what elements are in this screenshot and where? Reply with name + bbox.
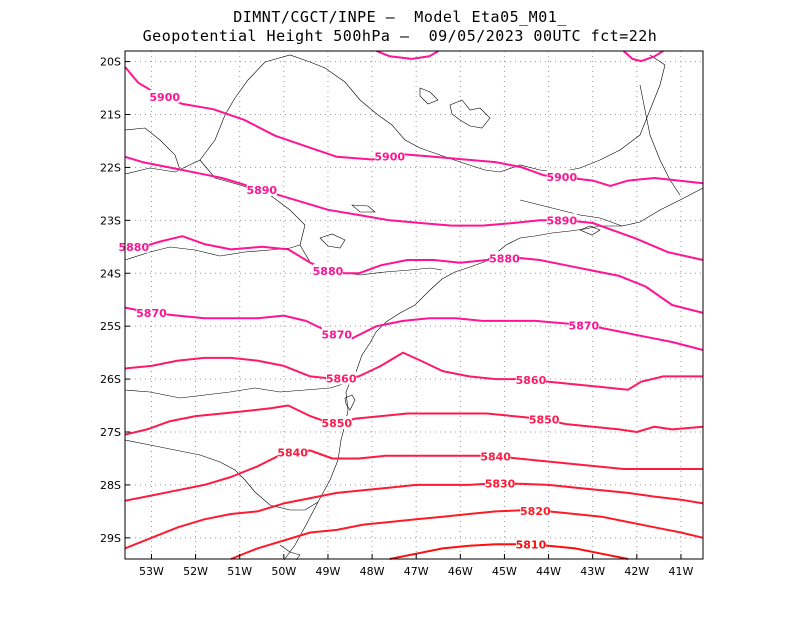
contour-label-bg <box>546 170 577 184</box>
contour-5830 <box>124 482 704 550</box>
lon-tick-label: 50W <box>271 565 296 578</box>
contour-label-bg <box>485 476 516 490</box>
state-border-mg-es <box>639 84 681 196</box>
lat-tick-label: 26S <box>100 373 121 386</box>
contour-label-bg <box>515 372 546 386</box>
reservoir-4 <box>351 204 376 213</box>
lat-tick-label: 22S <box>100 161 121 174</box>
contour-label-bg <box>277 445 308 459</box>
lon-tick-label: 53W <box>139 565 164 578</box>
contour-label-bg <box>520 503 551 517</box>
latitude-axis: 20S 21S 22S 23S 24S 25S 26S 27S 28S 29S <box>100 56 130 545</box>
contour-label-bg <box>136 305 167 319</box>
lon-tick-label: 42W <box>624 565 649 578</box>
contour-label-5870: 5870 <box>136 307 167 320</box>
coastline-borders <box>124 54 704 561</box>
contour-label-5840: 5840 <box>277 446 308 459</box>
map-frame <box>124 50 704 560</box>
lagoon-coast <box>344 394 356 411</box>
contour-labels: 5900 5900 5900 5890 5890 5880 5880 5880 5870 5870… <box>118 89 600 552</box>
contour-label-5820: 5820 <box>520 505 551 518</box>
lon-tick-label: 44W <box>536 565 561 578</box>
lon-tick-label: 51W <box>227 565 252 578</box>
contour-label-bg <box>321 327 352 341</box>
contour-label-bg <box>312 264 343 278</box>
contour-5890 <box>124 155 704 261</box>
contour-lines <box>124 50 704 560</box>
state-border-pr-sp <box>199 159 443 276</box>
lat-tick-label: 23S <box>100 214 121 227</box>
state-border-sp-mg <box>124 54 666 175</box>
lat-tick-label: 28S <box>100 479 121 492</box>
contour-label-5840: 5840 <box>480 450 511 463</box>
lon-tick-label: 46W <box>448 565 473 578</box>
reservoir-3 <box>319 233 346 249</box>
contour-5880 <box>125 235 704 314</box>
contour-label-bg <box>118 239 149 253</box>
contour-label-5870: 5870 <box>321 329 352 342</box>
contour-label-bg <box>568 318 599 332</box>
contour-label-5860: 5860 <box>516 374 547 387</box>
state-border-sc-rs <box>124 439 319 511</box>
lat-tick-label: 21S <box>100 109 121 122</box>
chart-title-line2: Geopotential Height 500hPa – 09/05/2023 … <box>142 27 658 45</box>
state-border-pr-sc <box>124 381 351 399</box>
coastline <box>283 187 704 561</box>
contour-5870 <box>124 306 704 351</box>
contour-label-5890: 5890 <box>546 214 577 227</box>
contour-label-5870: 5870 <box>569 319 600 332</box>
contour-label-bg <box>149 89 180 103</box>
lat-tick-label: 29S <box>100 532 121 545</box>
contour-label-5850: 5850 <box>529 414 560 427</box>
contour-5860 <box>124 351 703 391</box>
contour-label-5900: 5900 <box>374 150 405 163</box>
lon-tick-label: 45W <box>492 565 517 578</box>
state-border-ms <box>124 127 181 171</box>
lon-tick-label: 49W <box>316 565 341 578</box>
contour-label-5860: 5860 <box>326 373 357 386</box>
contour-label-bg <box>546 213 577 227</box>
contour-label-5850: 5850 <box>321 417 352 430</box>
contour-label-5880: 5880 <box>119 241 150 254</box>
contour-label-bg <box>326 371 357 385</box>
lat-tick-label: 24S <box>100 267 121 280</box>
lon-tick-label: 52W <box>183 565 208 578</box>
lat-tick-label: 25S <box>100 320 121 333</box>
contour-5900 <box>124 66 704 187</box>
reservoir-2 <box>419 87 439 105</box>
state-border-mg-rj <box>519 199 623 227</box>
contour-label-5830: 5830 <box>485 477 516 490</box>
contour-label-5900: 5900 <box>546 171 577 184</box>
contour-label-bg <box>374 149 405 163</box>
lat-tick-label: 27S <box>100 426 121 439</box>
contour-label-bg <box>515 537 546 551</box>
lon-tick-label: 43W <box>580 565 605 578</box>
contour-5820 <box>230 509 704 560</box>
contour-label-5810: 5810 <box>516 539 547 552</box>
contour-label-5890: 5890 <box>246 184 277 197</box>
border-uy <box>279 544 301 561</box>
contour-label-bg <box>489 251 520 265</box>
reservoir-1 <box>449 99 491 129</box>
contour-5910 <box>622 50 664 63</box>
contour-label-bg <box>246 182 277 196</box>
contour-label-5880: 5880 <box>489 252 520 265</box>
lon-tick-label: 41W <box>669 565 694 578</box>
contour-label-bg <box>529 412 560 426</box>
bay-rj <box>579 225 601 236</box>
lon-tick-label: 47W <box>404 565 429 578</box>
chart-title-line1: DIMNT/CGCT/INPE – Model Eta05_M01_ <box>233 8 567 26</box>
contour-label-bg <box>480 449 511 463</box>
lat-tick-label: 20S <box>100 56 121 69</box>
contour-5850 <box>124 404 704 436</box>
contour-5840 <box>124 449 703 502</box>
contour-5910 <box>376 50 439 60</box>
contour-5810 <box>389 543 629 560</box>
contour-label-5900: 5900 <box>149 91 180 104</box>
contour-label-5880: 5880 <box>313 265 344 278</box>
longitude-axis: 53W 52W 51W 50W 49W 48W 47W 46W 45W 44W 43W 42W 41W <box>139 554 693 578</box>
lon-tick-label: 48W <box>360 565 385 578</box>
contour-label-bg <box>321 416 352 430</box>
